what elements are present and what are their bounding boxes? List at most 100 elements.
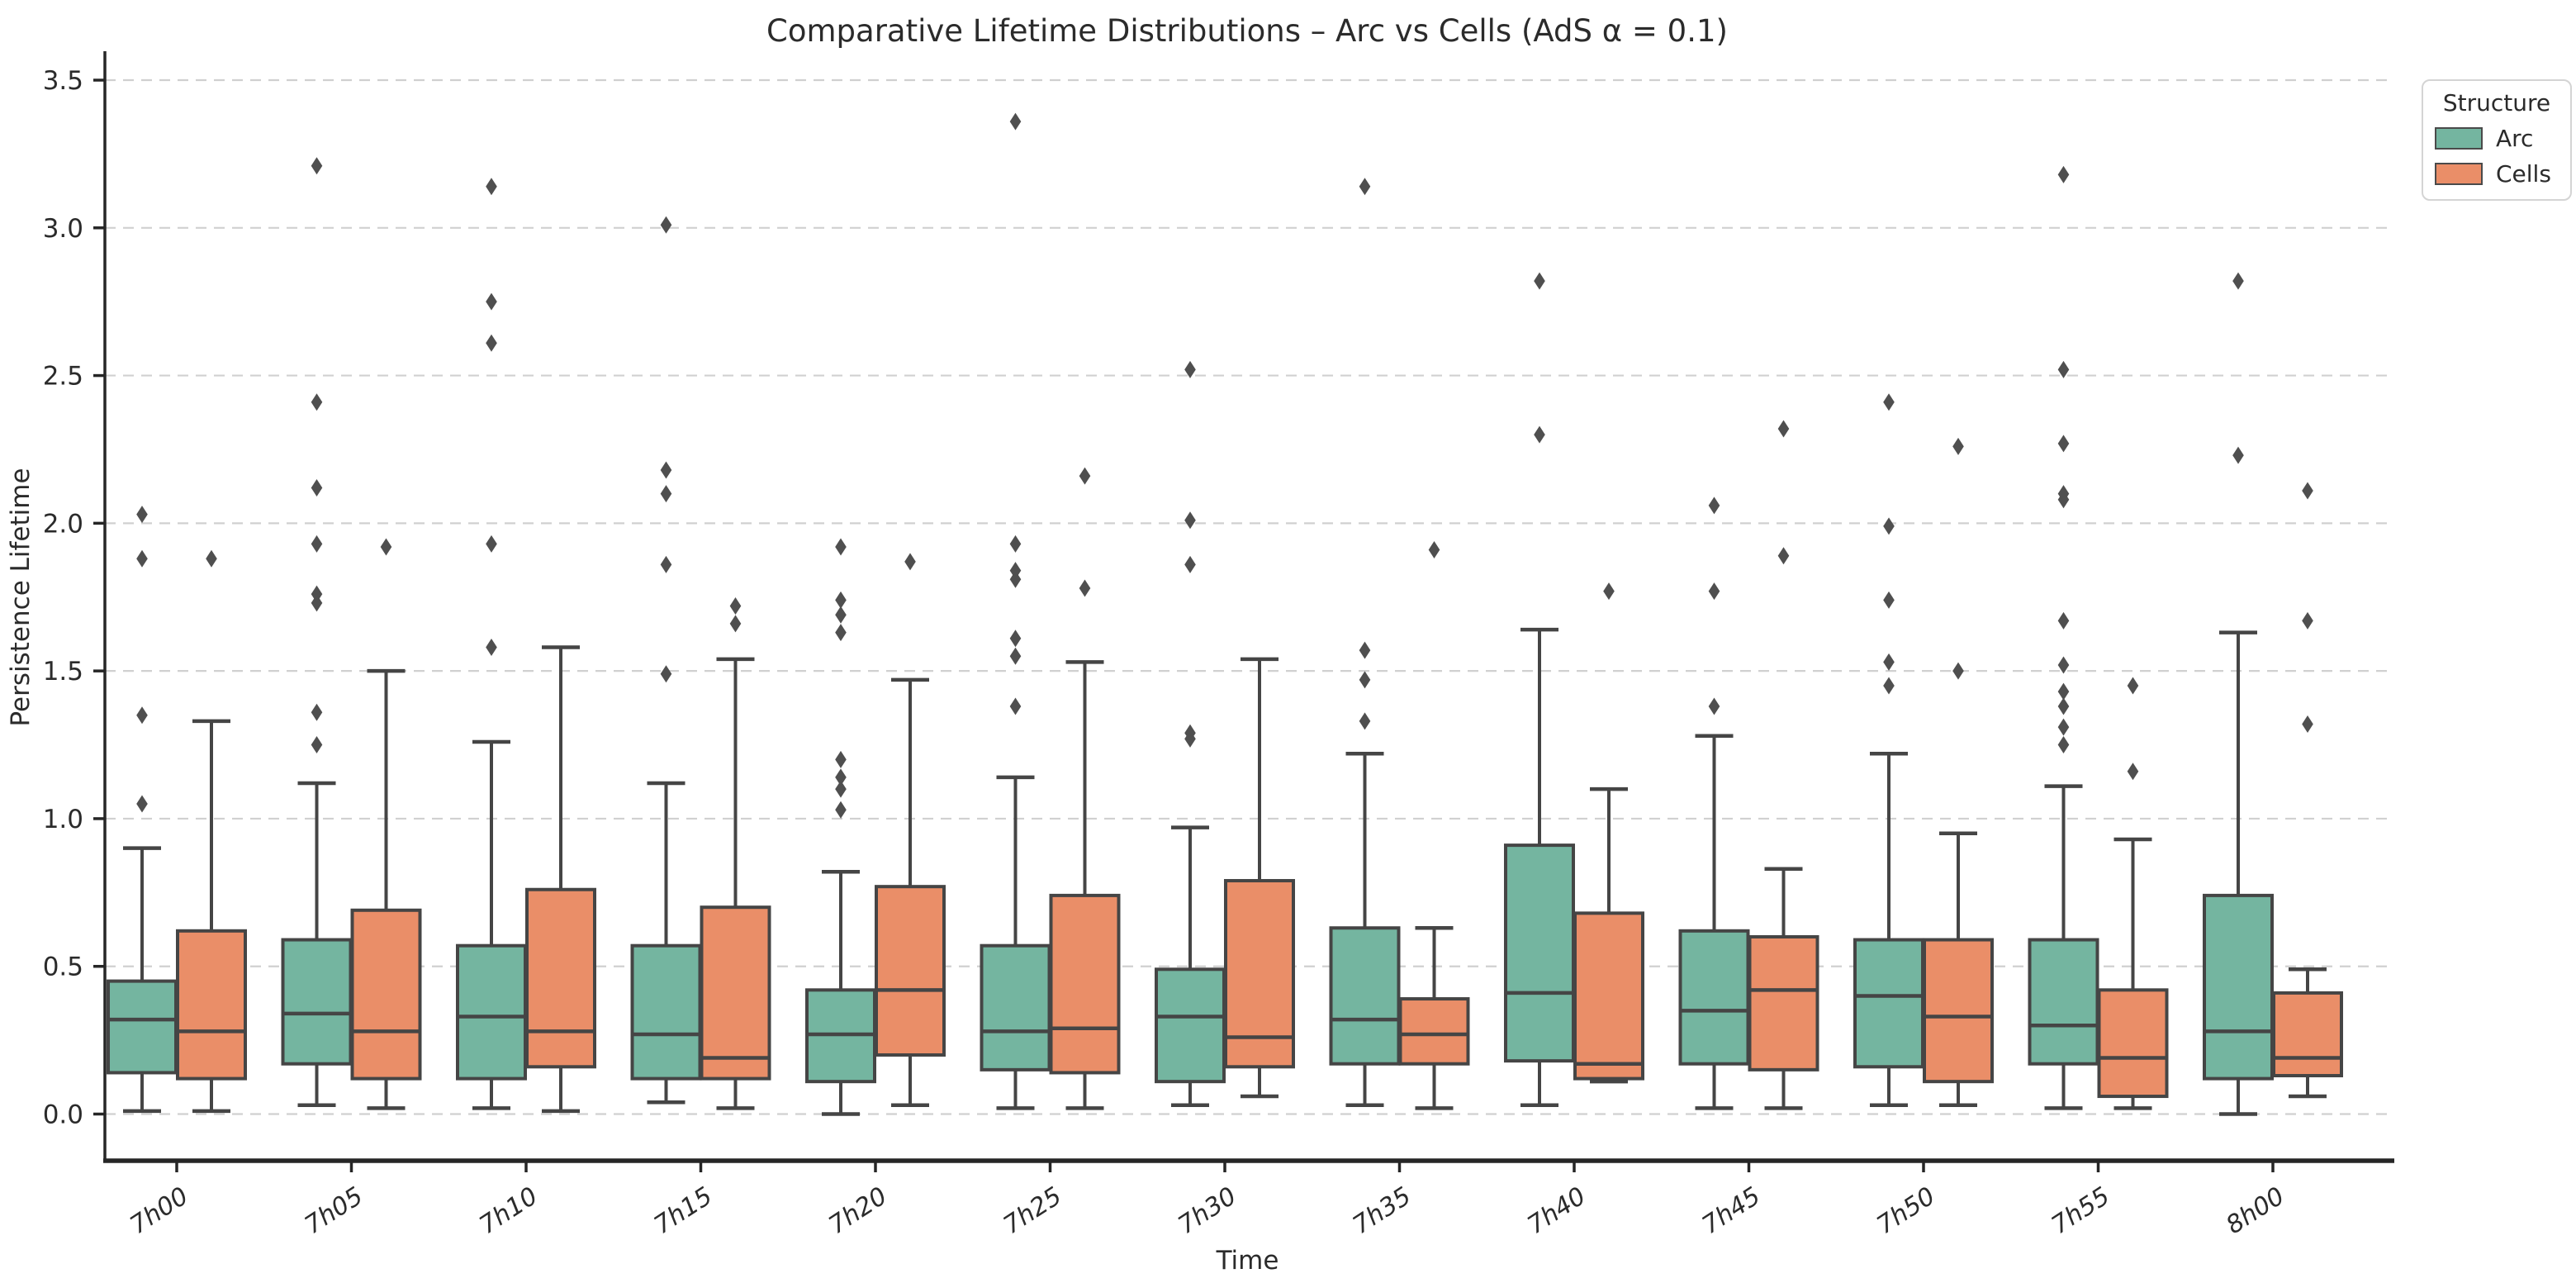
outlier-point [1952, 662, 1964, 680]
x-tick-label: 7h15 [649, 1181, 718, 1240]
outlier-point [660, 216, 672, 234]
legend-entry-cells: Cells [2435, 160, 2559, 188]
x-tick-label: 7h35 [1348, 1181, 1416, 1240]
box-arc-7h40 [1504, 272, 1575, 1108]
x-axis-label: Time [1216, 1246, 1279, 1276]
arc-color-swatch [2435, 127, 2483, 150]
outlier-point [1883, 591, 1895, 609]
outlier-point [660, 665, 672, 683]
outlier-point [2057, 682, 2070, 701]
outlier-point [2057, 611, 2070, 630]
box-arc-7h30 [1155, 360, 1226, 1108]
outlier-point [2127, 677, 2139, 695]
outlier-point [1534, 425, 1545, 444]
outlier-point [1777, 547, 1790, 565]
box-arc-7h05 [281, 157, 353, 1108]
box-cells-7h15 [700, 596, 771, 1110]
outlier-point [2057, 697, 2070, 715]
outlier-point [1883, 653, 1895, 671]
outlier-point [835, 606, 847, 624]
box-cells-8h00 [2272, 482, 2343, 1099]
box-cells-7h10 [525, 645, 596, 1114]
outlier-point [1883, 677, 1895, 695]
outlier-point [835, 801, 847, 819]
box-cells-7h00 [176, 549, 247, 1114]
box-cells-7h25 [1049, 467, 1121, 1110]
outlier-point [660, 485, 672, 503]
outlier-point [136, 549, 148, 568]
outlier-point [1359, 671, 1371, 689]
outlier-point [835, 538, 847, 556]
outlier-point [2057, 360, 2070, 378]
box-arc-7h55 [2028, 165, 2099, 1110]
x-tick-label: 7h55 [2047, 1181, 2115, 1240]
legend-title: Structure [2442, 89, 2551, 116]
legend-entry-arc-label: Arc [2496, 125, 2534, 152]
outlier-point [486, 535, 497, 553]
box-cells-7h30 [1224, 657, 1295, 1099]
x-tick-label: 7h30 [1173, 1181, 1241, 1240]
outlier-point [2057, 736, 2070, 754]
outlier-point [311, 157, 323, 175]
outlier-point [1603, 582, 1615, 601]
outlier-point [2302, 611, 2313, 630]
outlier-point [311, 393, 323, 411]
outlier-point [1009, 570, 1022, 588]
x-tick-label: 7h00 [125, 1181, 193, 1240]
legend-entry-arc: Arc [2435, 125, 2559, 152]
box-cells-7h05 [350, 538, 422, 1110]
outlier-point [1359, 178, 1371, 196]
outlier-point [1184, 511, 1196, 530]
y-axis-label: Persistence Lifetime [6, 468, 36, 727]
y-tick-label: 2.0 [43, 509, 83, 539]
outlier-point [1359, 641, 1371, 659]
outlier-point [1009, 647, 1022, 665]
y-tick-label: 0.5 [43, 953, 83, 982]
x-tick-label: 7h50 [1872, 1181, 1940, 1240]
outlier-point [2232, 446, 2244, 464]
outlier-point [206, 549, 217, 568]
outlier-point [1079, 467, 1091, 485]
outlier-point [660, 461, 672, 479]
y-tick-label: 3.0 [43, 214, 83, 244]
outlier-point [136, 795, 148, 813]
outlier-point [311, 736, 323, 754]
outlier-point [311, 594, 323, 612]
outlier-point [904, 553, 916, 571]
x-tick-label: 7h25 [999, 1181, 1067, 1240]
x-tick-label: 7h20 [823, 1181, 892, 1240]
outlier-point [1883, 393, 1895, 411]
box-cells-7h40 [1573, 582, 1644, 1084]
outlier-point [1428, 541, 1440, 559]
outlier-point [660, 555, 672, 573]
x-tick-label: 7h10 [474, 1181, 543, 1240]
outlier-point [311, 703, 323, 721]
x-tick-label: 7h45 [1697, 1181, 1766, 1240]
outlier-point [1009, 697, 1022, 715]
legend: Structure Arc Cells [2422, 79, 2572, 201]
outlier-point [1708, 697, 1720, 715]
box-cells-7h20 [875, 553, 946, 1108]
box-cells-7h35 [1398, 541, 1470, 1110]
outlier-point [2127, 763, 2139, 781]
outlier-point [311, 478, 323, 497]
outlier-point [729, 596, 742, 615]
box-arc-7h20 [805, 538, 876, 1116]
outlier-point [1777, 420, 1790, 438]
outlier-point [1009, 535, 1022, 553]
outlier-point [1883, 517, 1895, 535]
x-tick-label: 7h40 [1522, 1181, 1591, 1240]
outlier-point [835, 750, 847, 768]
outlier-point [311, 535, 323, 553]
outlier-point [1009, 630, 1022, 648]
outlier-point [1184, 360, 1196, 378]
outlier-point [2057, 718, 2070, 736]
outlier-point [1184, 724, 1196, 742]
outlier-point [1009, 112, 1022, 131]
outlier-point [835, 624, 847, 642]
outlier-point [2302, 715, 2313, 734]
outlier-point [835, 591, 847, 609]
outlier-point [1952, 437, 1964, 455]
